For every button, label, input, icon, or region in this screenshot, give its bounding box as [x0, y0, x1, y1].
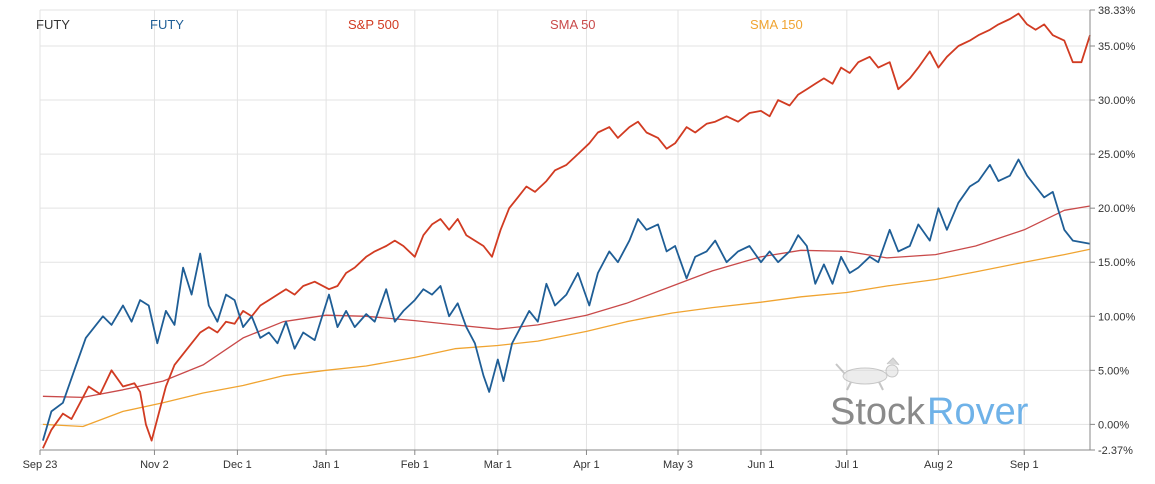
grid-layer: [39, 9, 1090, 451]
watermark-rover: Rover: [927, 391, 1029, 433]
legend: FUTY FUTY S&P 500 SMA 50 SMA 150: [36, 17, 803, 32]
x-tick-label: Aug 2: [924, 459, 953, 471]
y-tick-label: 25.00%: [1098, 149, 1136, 161]
legend-sma50[interactable]: SMA 50: [550, 17, 596, 32]
x-tick-label: Jun 1: [748, 459, 775, 471]
dog-logo-icon: [835, 357, 900, 391]
axis-layer: 38.33% 35.00% 30.00% 25.00% 20.00% 15.00% 10.0…: [23, 5, 1136, 471]
sma150-line[interactable]: [42, 248, 1091, 428]
x-tick-label: Dec 1: [223, 459, 252, 471]
series-layer: [42, 12, 1091, 449]
y-tick-label: 10.00%: [1098, 311, 1136, 323]
legend-ticker: FUTY: [36, 17, 70, 32]
y-tick-label: 0.00%: [1098, 419, 1129, 431]
y-tick-label: 38.33%: [1098, 5, 1136, 17]
y-tick-label: 5.00%: [1098, 365, 1129, 377]
x-tick-label: Sep 1: [1010, 459, 1039, 471]
futy-line[interactable]: [42, 158, 1091, 441]
y-tick-label: 35.00%: [1098, 41, 1136, 53]
x-tick-label: Jul 1: [835, 459, 858, 471]
sma50-line[interactable]: [42, 205, 1091, 399]
x-tick-label: May 3: [663, 459, 693, 471]
legend-sma150[interactable]: SMA 150: [750, 17, 803, 32]
x-tick-label: Sep 23: [23, 459, 58, 471]
x-tick-label: Feb 1: [401, 459, 429, 471]
legend-futy[interactable]: FUTY: [150, 17, 184, 32]
y-tick-label: 30.00%: [1098, 95, 1136, 107]
legend-sp500[interactable]: S&P 500: [348, 17, 399, 32]
stockrover-watermark: Stock Rover: [830, 357, 1029, 433]
sp500-line[interactable]: [42, 12, 1091, 449]
x-tick-label: Jan 1: [313, 459, 340, 471]
watermark-stock: Stock: [830, 391, 926, 433]
x-tick-label: Mar 1: [484, 459, 512, 471]
y-tick-label: 20.00%: [1098, 203, 1136, 215]
y-tick-label: -2.37%: [1098, 445, 1133, 457]
y-tick-label: 15.00%: [1098, 257, 1136, 269]
x-tick-label: Nov 2: [140, 459, 169, 471]
x-tick-label: Apr 1: [573, 459, 599, 471]
